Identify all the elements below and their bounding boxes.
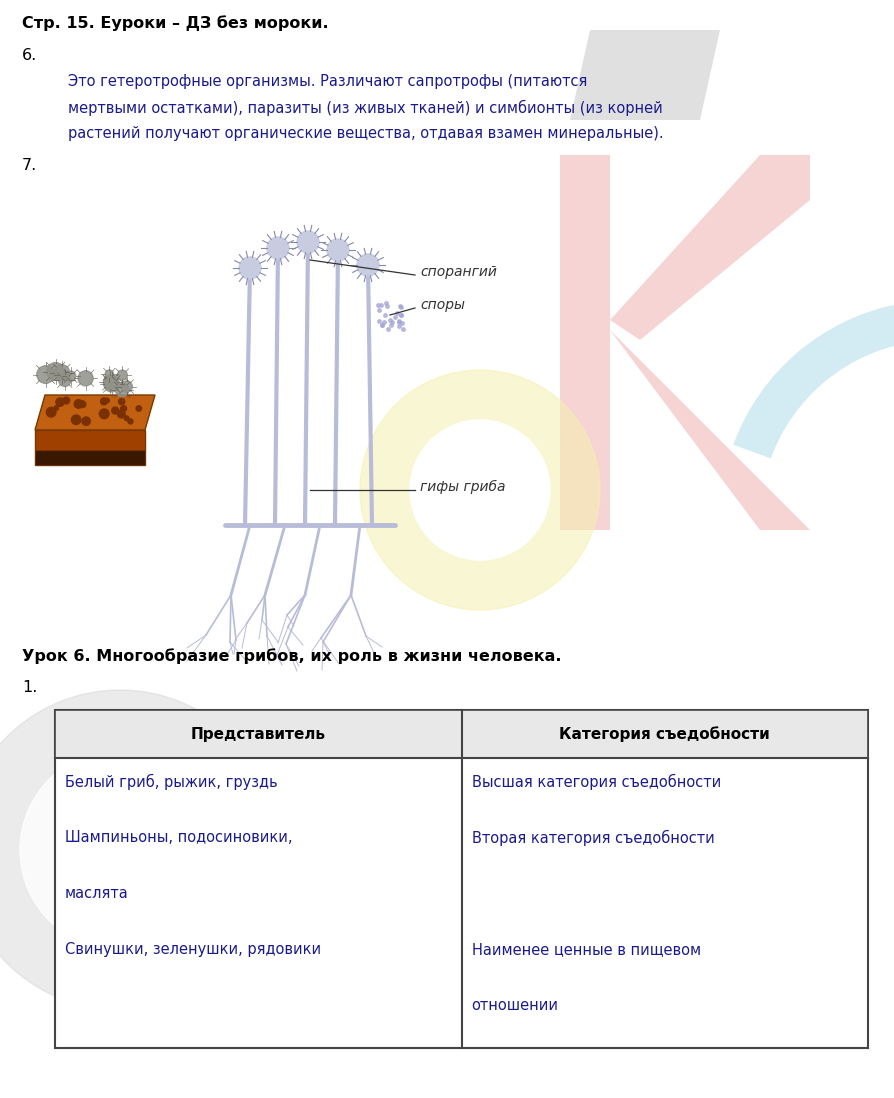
Polygon shape bbox=[35, 430, 145, 464]
Text: Шампиньоны, подосиновики,: Шампиньоны, подосиновики, bbox=[65, 830, 292, 845]
Circle shape bbox=[239, 257, 261, 279]
Polygon shape bbox=[610, 155, 810, 340]
Circle shape bbox=[105, 370, 114, 378]
Circle shape bbox=[80, 401, 86, 407]
Polygon shape bbox=[610, 330, 810, 530]
Text: 6.: 6. bbox=[22, 48, 38, 63]
Text: Это гетеротрофные организмы. Различают сапротрофы (питаются: Это гетеротрофные организмы. Различают с… bbox=[68, 74, 587, 89]
Text: Наименее ценные в пищевом: Наименее ценные в пищевом bbox=[471, 942, 701, 957]
Circle shape bbox=[121, 381, 132, 392]
Text: Представитель: Представитель bbox=[190, 727, 325, 741]
Circle shape bbox=[72, 415, 80, 425]
Text: 7.: 7. bbox=[22, 158, 38, 173]
Polygon shape bbox=[560, 155, 610, 530]
Circle shape bbox=[297, 231, 319, 253]
Circle shape bbox=[46, 407, 56, 417]
Text: Урок 6. Многообразие грибов, их роль в жизни человека.: Урок 6. Многообразие грибов, их роль в ж… bbox=[22, 648, 561, 663]
Circle shape bbox=[37, 366, 55, 383]
Circle shape bbox=[112, 407, 119, 414]
Circle shape bbox=[121, 405, 127, 412]
Circle shape bbox=[104, 377, 120, 392]
Circle shape bbox=[117, 370, 127, 380]
Circle shape bbox=[46, 362, 64, 381]
Polygon shape bbox=[35, 450, 145, 464]
Circle shape bbox=[327, 239, 349, 261]
Circle shape bbox=[115, 383, 129, 396]
Text: Стр. 15. Еуроки – ДЗ без мороки.: Стр. 15. Еуроки – ДЗ без мороки. bbox=[22, 15, 329, 31]
Circle shape bbox=[124, 416, 129, 421]
Text: Высшая категория съедобности: Высшая категория съедобности bbox=[471, 774, 721, 791]
Circle shape bbox=[0, 690, 280, 1010]
Text: Вторая категория съедобности: Вторая категория съедобности bbox=[471, 830, 714, 847]
Text: мертвыми остатками), паразиты (из живых тканей) и симбионты (из корней: мертвыми остатками), паразиты (из живых … bbox=[68, 100, 662, 116]
Text: гифы гриба: гифы гриба bbox=[420, 480, 505, 494]
Polygon shape bbox=[570, 30, 720, 120]
Circle shape bbox=[136, 406, 141, 411]
Circle shape bbox=[74, 400, 83, 408]
Text: растений получают органические вещества, отдавая взамен минеральные).: растений получают органические вещества,… bbox=[68, 126, 663, 141]
Circle shape bbox=[56, 397, 64, 406]
Circle shape bbox=[59, 374, 71, 386]
Circle shape bbox=[105, 399, 109, 403]
Circle shape bbox=[410, 421, 550, 560]
Circle shape bbox=[119, 399, 125, 405]
Circle shape bbox=[104, 376, 117, 390]
Text: Белый гриб, рыжик, груздь: Белый гриб, рыжик, груздь bbox=[65, 774, 278, 791]
Polygon shape bbox=[35, 395, 155, 430]
Text: маслята: маслята bbox=[65, 886, 129, 901]
Circle shape bbox=[360, 370, 600, 610]
Circle shape bbox=[117, 411, 125, 418]
Circle shape bbox=[99, 408, 109, 418]
Bar bbox=[55, 710, 868, 1047]
Text: Свинушки, зеленушки, рядовики: Свинушки, зеленушки, рядовики bbox=[65, 942, 321, 957]
Circle shape bbox=[63, 397, 70, 404]
Circle shape bbox=[78, 371, 93, 385]
Text: Категория съедобности: Категория съедобности bbox=[560, 726, 770, 742]
Text: споры: споры bbox=[420, 298, 465, 312]
Circle shape bbox=[65, 371, 76, 381]
Text: отношении: отношении bbox=[471, 998, 559, 1013]
Circle shape bbox=[357, 254, 379, 276]
Circle shape bbox=[267, 237, 289, 259]
Wedge shape bbox=[733, 303, 894, 459]
Circle shape bbox=[82, 417, 90, 425]
Circle shape bbox=[55, 365, 70, 380]
Text: спорангий: спорангий bbox=[420, 265, 497, 279]
Bar bbox=[55, 710, 868, 758]
Circle shape bbox=[128, 419, 133, 424]
Text: 1.: 1. bbox=[22, 680, 38, 695]
Circle shape bbox=[100, 397, 107, 405]
Circle shape bbox=[20, 750, 220, 950]
Circle shape bbox=[55, 406, 58, 411]
